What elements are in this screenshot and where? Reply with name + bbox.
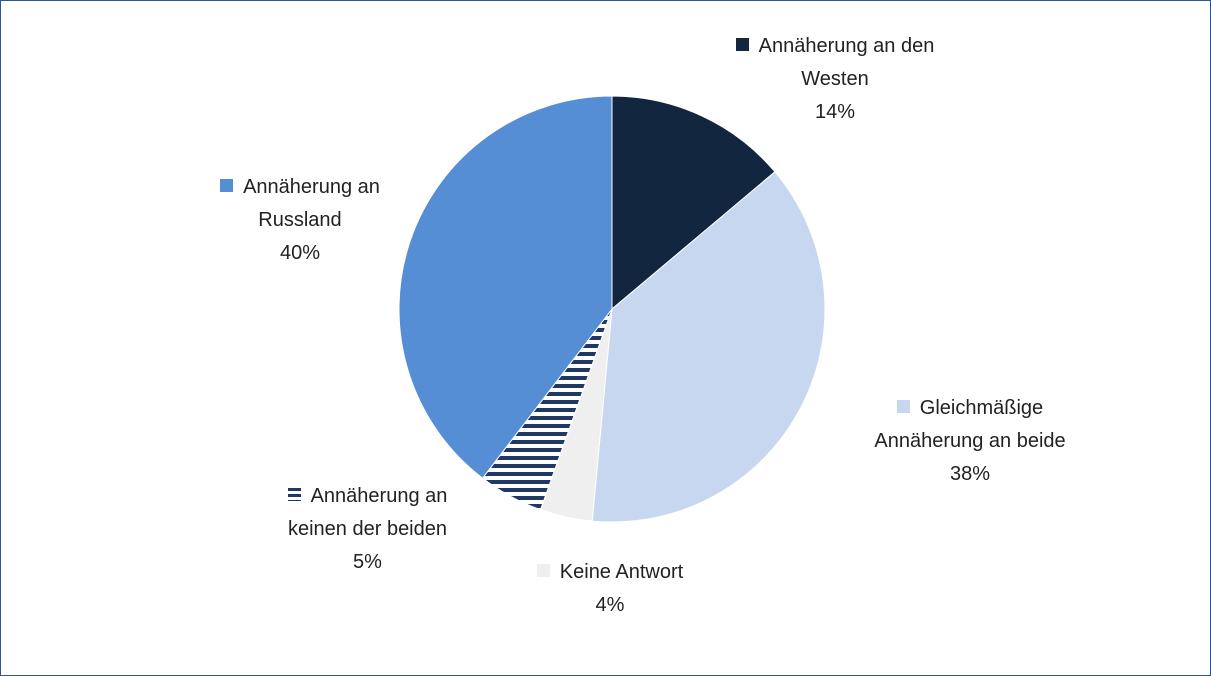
legend-label: Gleichmäßige Annäherung an beide	[874, 397, 1066, 452]
slice-label: Annäherung an Russland 40%	[200, 171, 400, 270]
legend-label: Keine Antwort	[559, 561, 684, 583]
legend-swatch	[536, 564, 550, 577]
legend-swatch	[287, 488, 301, 501]
slice-label: Keine Antwort 4%	[480, 556, 740, 622]
slice-label: Annäherung an den Westen 14%	[700, 30, 970, 129]
pie-slice	[398, 95, 613, 479]
data-label: 40%	[279, 242, 321, 264]
data-label: 38%	[949, 463, 991, 485]
pie-slice	[591, 171, 826, 523]
legend-swatch	[896, 400, 910, 413]
legend-swatch	[735, 38, 749, 51]
data-label: 4%	[595, 594, 625, 616]
legend-label: Annäherung an den Westen	[758, 35, 935, 90]
data-label: 14%	[814, 101, 856, 123]
legend-label: Annäherung an keinen der beiden	[287, 485, 448, 540]
slice-label: Gleichmäßige Annäherung an beide 38%	[850, 392, 1090, 491]
legend-swatch	[220, 179, 234, 192]
pie-slice	[611, 95, 776, 311]
slice-label: Annäherung an keinen der beiden 5%	[265, 480, 470, 579]
data-label: 5%	[353, 551, 382, 573]
legend-label: Annäherung an Russland	[243, 176, 380, 231]
